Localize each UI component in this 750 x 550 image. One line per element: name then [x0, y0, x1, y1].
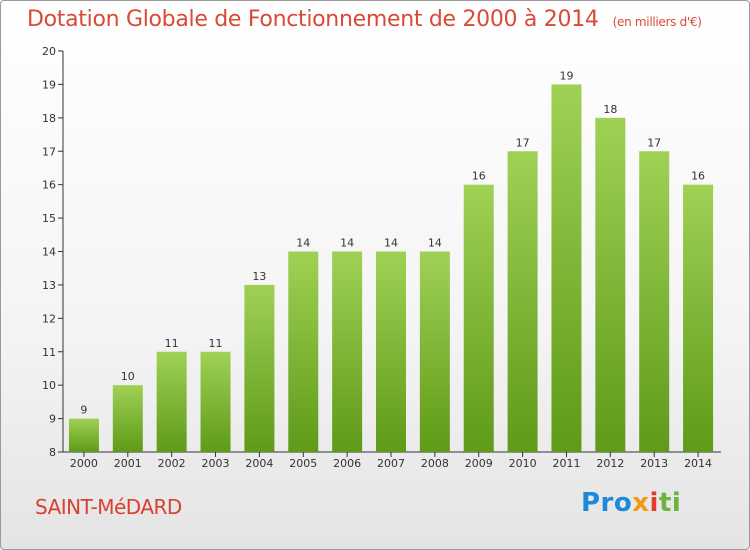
x-tick-label: 2014 [684, 457, 712, 470]
logo-part-3: i [649, 488, 659, 518]
x-tick-label: 2006 [333, 457, 361, 470]
y-tick-label: 11 [42, 346, 56, 359]
bar-2005 [288, 251, 319, 452]
chart-subtitle: (en milliers d'€) [612, 15, 702, 29]
bar-2011 [551, 84, 582, 453]
bar-value-label: 17 [647, 136, 661, 149]
bar-value-label: 16 [472, 170, 486, 183]
x-tick-label: 2012 [596, 457, 624, 470]
y-tick-label: 19 [42, 78, 56, 91]
x-tick-label: 2005 [289, 457, 317, 470]
bar-value-label: 11 [209, 337, 223, 350]
y-tick-label: 8 [49, 446, 56, 459]
proxiti-logo[interactable]: Proxiti [581, 488, 681, 518]
y-tick-label: 17 [42, 145, 56, 158]
bar-value-label: 9 [80, 404, 87, 417]
x-tick-label: 2013 [640, 457, 668, 470]
y-tick-label: 18 [42, 112, 56, 125]
bar-2001 [112, 385, 143, 452]
x-tick-label: 2002 [158, 457, 186, 470]
bar-2000 [68, 418, 99, 452]
y-tick-label: 14 [42, 246, 56, 259]
chart-title: Dotation Globale de Fonctionnement de 20… [27, 7, 702, 32]
chart-title-text: Dotation Globale de Fonctionnement de 20… [27, 7, 599, 32]
bar-value-label: 14 [384, 237, 398, 250]
x-tick-label: 2001 [114, 457, 142, 470]
chart-bars: 9 10 11 11 13 14 14 14 14 16 17 19 18 17 16 [68, 69, 714, 453]
x-tick-label: 2010 [509, 457, 537, 470]
bar-value-label: 10 [121, 370, 135, 383]
y-tick-label: 10 [42, 379, 56, 392]
bar-2004 [244, 284, 275, 452]
bar-value-label: 14 [428, 237, 442, 250]
commune-name: SAINT-MéDARD [35, 495, 182, 519]
y-tick-label: 20 [42, 45, 56, 58]
x-tick-label: 2004 [245, 457, 273, 470]
bar-value-label: 14 [340, 237, 354, 250]
logo-part-1: Pro [581, 488, 633, 518]
bar-2008 [419, 251, 450, 452]
bar-value-label: 17 [516, 136, 530, 149]
logo-part-4: ti [658, 488, 682, 518]
bar-2010 [507, 151, 538, 452]
bar-value-label: 16 [691, 170, 705, 183]
bar-2009 [463, 184, 494, 452]
x-tick-label: 2003 [202, 457, 230, 470]
y-tick-label: 16 [42, 179, 56, 192]
y-tick-label: 15 [42, 212, 56, 225]
x-tick-label: 2011 [552, 457, 580, 470]
chart-axes: 8 9 10 11 12 13 14 15 16 17 18 19 20 2000 2001 2002 2003… [42, 45, 721, 470]
bar-2003 [200, 351, 231, 452]
y-tick-label: 12 [42, 312, 56, 325]
y-tick-label: 9 [49, 413, 56, 426]
bar-value-label: 14 [296, 237, 310, 250]
logo-part-2: x [632, 488, 650, 518]
x-tick-label: 2009 [465, 457, 493, 470]
bar-value-label: 11 [165, 337, 179, 350]
bar-2014 [683, 184, 714, 452]
bar-value-label: 19 [559, 69, 573, 82]
x-tick-label: 2007 [377, 457, 405, 470]
bar-2006 [332, 251, 363, 452]
bar-value-label: 13 [252, 270, 266, 283]
bar-value-label: 18 [603, 103, 617, 116]
bar-2007 [376, 251, 406, 452]
bar-2013 [639, 151, 670, 452]
y-tick-label: 13 [42, 279, 56, 292]
x-tick-label: 2000 [70, 457, 98, 470]
bar-2002 [156, 351, 187, 452]
x-tick-label: 2008 [421, 457, 449, 470]
bar-2012 [595, 117, 626, 452]
